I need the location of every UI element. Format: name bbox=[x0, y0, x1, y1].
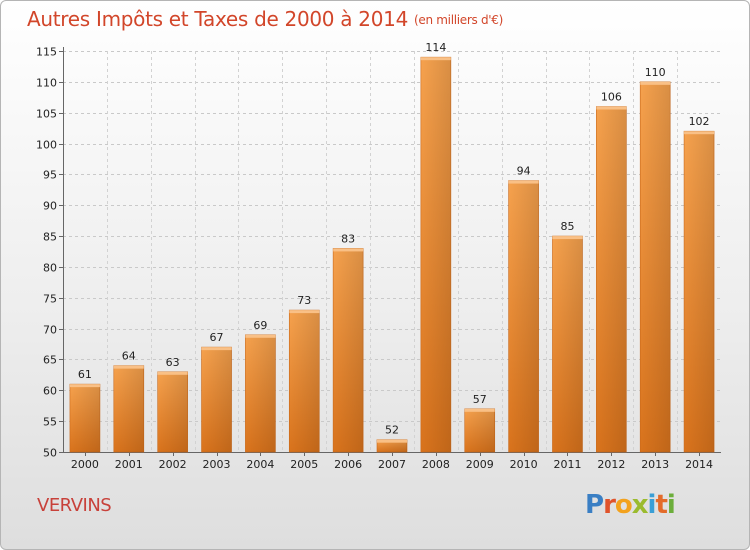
bar-top-highlight bbox=[508, 180, 539, 184]
value-label: 73 bbox=[297, 294, 311, 307]
value-label: 69 bbox=[253, 319, 267, 332]
y-tick-labels: 50 55 60 65 70 75 80 85 90 95 100 105 110 115 bbox=[36, 46, 57, 460]
bar-shade bbox=[157, 371, 188, 452]
city-name: VERVINS bbox=[37, 495, 112, 516]
y-tick-label: 75 bbox=[43, 293, 57, 306]
bar-top-highlight bbox=[333, 248, 364, 252]
bar-top-highlight bbox=[113, 365, 144, 369]
logo-letter: x bbox=[631, 490, 649, 520]
y-tick-label: 60 bbox=[43, 385, 57, 398]
y-tick-label: 50 bbox=[43, 447, 57, 460]
value-label: 110 bbox=[645, 66, 666, 79]
y-tick-label: 100 bbox=[36, 139, 57, 152]
x-tick-label: 2006 bbox=[334, 458, 362, 471]
y-tick-label: 95 bbox=[43, 169, 57, 182]
value-label: 94 bbox=[517, 165, 531, 178]
title-text: Autres Impôts et Taxes de 2000 à 2014 bbox=[27, 7, 408, 31]
bar-shade bbox=[464, 408, 495, 452]
value-label: 64 bbox=[122, 350, 136, 363]
x-tick-label: 2010 bbox=[510, 458, 538, 471]
value-label: 63 bbox=[166, 356, 180, 369]
value-label: 102 bbox=[689, 115, 710, 128]
x-tick-labels: 2000 2001 2002 2003 2004 2005 2006 2007 2008 2009… bbox=[71, 458, 713, 471]
bars bbox=[69, 56, 715, 453]
title-unit: (en milliers d'€) bbox=[414, 13, 504, 27]
y-tick-label: 65 bbox=[43, 354, 57, 367]
x-tick-label: 2000 bbox=[71, 458, 99, 471]
proxiti-logo: Proxiti bbox=[585, 490, 689, 524]
bar-top-highlight bbox=[201, 347, 232, 351]
bar-shade bbox=[245, 334, 276, 452]
logo-letter: i bbox=[666, 490, 676, 520]
bar-shade bbox=[377, 439, 407, 452]
value-label: 61 bbox=[78, 368, 92, 381]
x-tick-label: 2007 bbox=[378, 458, 406, 471]
bar-shade bbox=[201, 347, 232, 452]
bar-shade bbox=[69, 384, 100, 452]
bar-top-highlight bbox=[157, 371, 188, 375]
bar-top-highlight bbox=[377, 439, 407, 443]
x-tick-label: 2001 bbox=[115, 458, 143, 471]
bar-shade bbox=[596, 106, 627, 453]
x-tick-label: 2004 bbox=[246, 458, 274, 471]
logo-letter: o bbox=[614, 490, 633, 520]
x-tick-label: 2002 bbox=[159, 458, 187, 471]
bar-shade bbox=[508, 180, 539, 453]
value-label: 106 bbox=[601, 91, 622, 104]
x-tick-label: 2014 bbox=[685, 458, 713, 471]
logo-letter: P bbox=[585, 490, 604, 520]
y-tick-label: 80 bbox=[43, 262, 57, 275]
y-tick-label: 70 bbox=[43, 324, 57, 337]
value-label: 57 bbox=[473, 393, 487, 406]
x-tick-label: 2013 bbox=[641, 458, 669, 471]
y-tick-label: 90 bbox=[43, 200, 57, 213]
value-label: 85 bbox=[560, 220, 574, 233]
bar-top-highlight bbox=[69, 384, 100, 388]
y-tick-label: 110 bbox=[36, 77, 57, 90]
bar-shade bbox=[640, 81, 671, 452]
chart-title: Autres Impôts et Taxes de 2000 à 2014 (en… bbox=[27, 7, 503, 31]
y-tick-label: 105 bbox=[36, 108, 57, 121]
logo-letter: i bbox=[647, 490, 657, 520]
bar-shade bbox=[333, 248, 364, 452]
bar-top-highlight bbox=[420, 57, 451, 61]
bar-top-highlight bbox=[640, 81, 671, 85]
bar-top-highlight bbox=[552, 236, 583, 240]
bar-shade bbox=[552, 236, 583, 452]
x-tick-label: 2008 bbox=[422, 458, 450, 471]
x-tick-label: 2009 bbox=[466, 458, 494, 471]
value-label: 114 bbox=[425, 41, 446, 54]
bar-shade bbox=[289, 310, 320, 452]
bar-top-highlight bbox=[289, 310, 320, 314]
logo-letter: t bbox=[655, 490, 667, 520]
value-label: 67 bbox=[210, 331, 224, 344]
y-tick-label: 55 bbox=[43, 416, 57, 429]
x-tick-label: 2011 bbox=[553, 458, 581, 471]
logo-letter: r bbox=[603, 490, 616, 520]
y-tick-label: 85 bbox=[43, 231, 57, 244]
x-tick-label: 2012 bbox=[597, 458, 625, 471]
bar-shade bbox=[684, 131, 715, 452]
bar-top-highlight bbox=[245, 334, 276, 338]
value-label: 83 bbox=[341, 232, 355, 245]
bar-top-highlight bbox=[464, 408, 495, 412]
value-label: 52 bbox=[385, 424, 399, 437]
axes bbox=[59, 47, 721, 456]
bar-top-highlight bbox=[596, 106, 627, 110]
y-tick-label: 115 bbox=[36, 46, 57, 59]
value-labels: 61 64 63 67 69 73 83 52 114 57 94 85 106 110 102 bbox=[78, 41, 710, 436]
bar-shade bbox=[113, 365, 144, 452]
x-tick-label: 2005 bbox=[290, 458, 318, 471]
x-tick-label: 2003 bbox=[203, 458, 231, 471]
bar-top-highlight bbox=[684, 131, 715, 135]
bar-shade bbox=[420, 57, 451, 453]
